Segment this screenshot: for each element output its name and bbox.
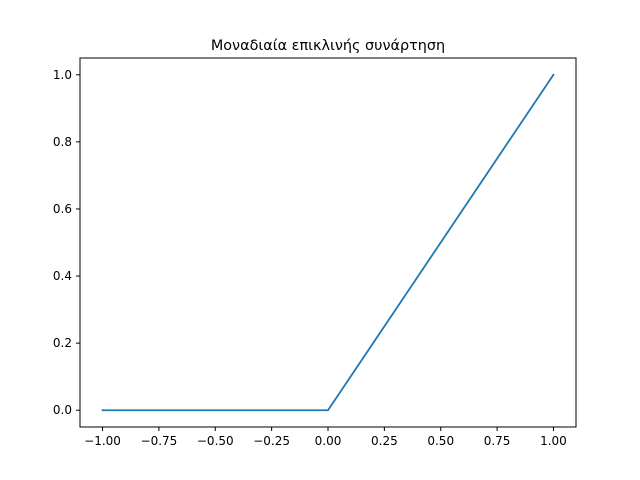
x-tick-label: 0.25	[371, 434, 398, 448]
y-tick-label: 1.0	[53, 68, 72, 82]
y-tick-label: 0.6	[53, 202, 72, 216]
y-tick-label: 0.4	[53, 269, 72, 283]
x-tick-label: −1.00	[84, 434, 121, 448]
x-tick-label: −0.50	[197, 434, 234, 448]
y-tick-label: 0.8	[53, 135, 72, 149]
x-tick-label: 1.00	[540, 434, 567, 448]
axes-frame	[79, 57, 577, 428]
chart-title: Μοναδιαία επικλινής συνάρτηση	[211, 38, 445, 54]
x-tick-label: 0.75	[484, 434, 511, 448]
y-tick-label: 0.2	[53, 336, 72, 350]
x-tick-label: 0.00	[315, 434, 342, 448]
series-line-0	[101, 73, 555, 412]
x-tick-label: −0.25	[253, 434, 290, 448]
x-tick-label: −0.75	[141, 434, 178, 448]
x-tick-label: 0.50	[427, 434, 454, 448]
plot-area: −1.00 −0.75 −0.50 −0.25 0.00 0.25 0.50 0.75 1.00…	[53, 57, 577, 448]
y-tick-label: 0.0	[53, 403, 72, 417]
